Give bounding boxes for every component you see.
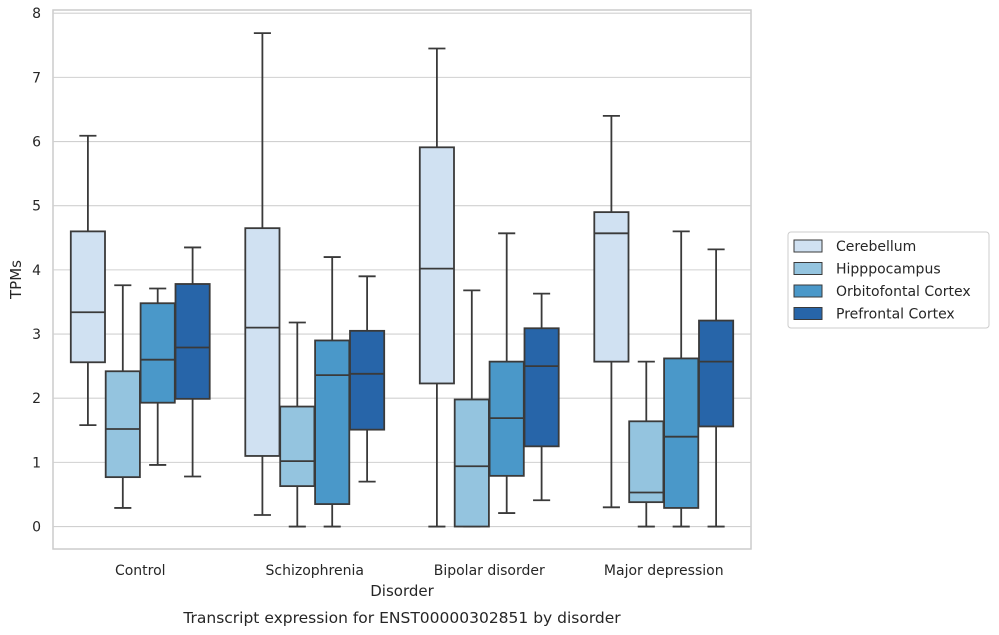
- box: [698, 248, 735, 528]
- box-iqr: [139, 302, 176, 404]
- box-iqr: [314, 339, 351, 505]
- box: [453, 289, 490, 528]
- legend-swatch: [793, 307, 823, 320]
- y-tick-label: 4: [32, 263, 41, 279]
- box: [279, 321, 316, 528]
- y-tick-label: 1: [32, 455, 41, 471]
- box: [314, 256, 351, 528]
- legend-swatch: [793, 262, 823, 275]
- box-iqr: [523, 327, 560, 448]
- y-tick-label: 3: [32, 327, 41, 343]
- series-0: [69, 32, 630, 528]
- box-iqr: [244, 227, 281, 457]
- y-tick-label: 7: [32, 70, 41, 86]
- box: [349, 275, 386, 483]
- legend-entry: Cerebellum: [836, 239, 916, 255]
- y-axis-ticks: 0 1 2 3 4 5 6 7 8: [32, 6, 41, 535]
- box-iqr: [349, 329, 386, 431]
- box-iqr: [418, 146, 455, 385]
- box-iqr: [453, 398, 490, 528]
- legend-entry: Orbitofontal Cortex: [836, 284, 971, 300]
- box-iqr: [663, 357, 700, 509]
- box-iqr: [104, 370, 141, 479]
- legend: Cerebellum Hipppocampus Orbitofontal Corte…: [787, 231, 990, 329]
- box: [418, 47, 455, 528]
- series-1: [104, 284, 665, 528]
- y-tick-label: 8: [32, 6, 41, 22]
- box-iqr: [593, 211, 630, 363]
- box: [69, 134, 106, 427]
- box: [663, 230, 700, 528]
- box: [139, 287, 176, 466]
- box-iqr: [279, 405, 316, 488]
- y-tick-label: 5: [32, 199, 41, 215]
- box-iqr: [628, 420, 665, 504]
- x-tick-label: Major depression: [604, 563, 724, 579]
- chart-caption: Transcript expression for ENST0000030285…: [182, 609, 621, 627]
- box: [523, 292, 560, 502]
- box-iqr: [69, 230, 106, 364]
- legend-entry: Prefrontal Cortex: [836, 307, 955, 323]
- y-axis-label: TPMs: [7, 260, 25, 300]
- box-iqr: [174, 283, 211, 400]
- box: [628, 360, 665, 528]
- legend-entry: Hipppocampus: [836, 262, 941, 278]
- x-tick-label: Schizophrenia: [266, 563, 364, 579]
- box: [593, 114, 630, 509]
- box: [244, 32, 281, 516]
- box: [104, 284, 141, 509]
- x-axis-label: Disorder: [370, 582, 434, 600]
- legend-swatch: [793, 284, 823, 298]
- box: [174, 246, 211, 478]
- legend-frame: [787, 231, 990, 329]
- y-gridlines: [53, 12, 751, 528]
- series-2: [139, 230, 700, 528]
- x-tick-label: Control: [115, 563, 166, 579]
- x-axis-ticks: Control Schizophrenia Bipolar disorder Majo…: [115, 563, 724, 579]
- y-tick-label: 6: [32, 135, 41, 151]
- series-3: [174, 246, 735, 528]
- box-series: [69, 32, 735, 528]
- y-tick-label: 0: [32, 520, 41, 536]
- box: [488, 232, 525, 514]
- legend-swatch: [793, 239, 823, 253]
- x-tick-label: Bipolar disorder: [434, 563, 545, 579]
- y-tick-label: 2: [32, 391, 41, 407]
- box-iqr: [698, 319, 735, 428]
